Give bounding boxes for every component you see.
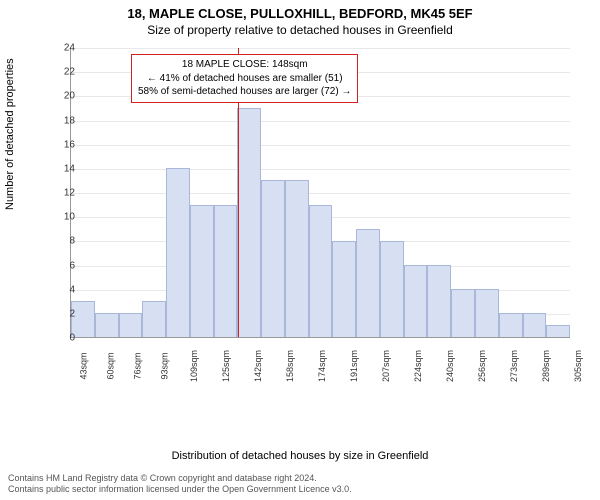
histogram-bar: [404, 265, 428, 337]
x-tick-label: 256sqm: [477, 350, 487, 382]
y-tick-label: 20: [64, 91, 75, 102]
x-tick-label: 76sqm: [133, 352, 143, 379]
y-tick-label: 12: [64, 188, 75, 199]
annotation-box: 18 MAPLE CLOSE: 148sqm ← 41% of detached…: [131, 54, 358, 103]
histogram-bar: [499, 313, 523, 337]
y-tick-label: 18: [64, 115, 75, 126]
chart-area: 18 MAPLE CLOSE: 148sqm ← 41% of detached…: [40, 48, 580, 408]
page-title-address: 18, MAPLE CLOSE, PULLOXHILL, BEDFORD, MK…: [0, 0, 600, 21]
histogram-bar: [142, 301, 166, 337]
histogram-bar: [237, 108, 261, 337]
y-tick-label: 10: [64, 212, 75, 223]
x-tick-label: 43sqm: [79, 352, 89, 379]
footer-line2: Contains public sector information licen…: [8, 484, 352, 496]
x-tick-label: 289sqm: [541, 350, 551, 382]
x-axis-label: Distribution of detached houses by size …: [0, 450, 600, 462]
x-tick-label: 305sqm: [573, 350, 583, 382]
histogram-bar: [523, 313, 547, 337]
x-tick-label: 174sqm: [317, 350, 327, 382]
histogram-bar: [356, 229, 380, 337]
histogram-bar: [285, 180, 309, 337]
x-tick-label: 191sqm: [349, 350, 359, 382]
x-tick-label: 125sqm: [221, 350, 231, 382]
x-tick-label: 109sqm: [189, 350, 199, 382]
y-tick-label: 2: [69, 308, 75, 319]
y-tick-label: 8: [69, 236, 75, 247]
plot-area: 18 MAPLE CLOSE: 148sqm ← 41% of detached…: [70, 48, 570, 338]
x-tick-label: 207sqm: [381, 350, 391, 382]
footer-line1: Contains HM Land Registry data © Crown c…: [8, 473, 352, 485]
y-tick-label: 16: [64, 139, 75, 150]
histogram-bar: [166, 168, 190, 337]
y-axis-label: Number of detached properties: [4, 58, 16, 210]
histogram-bar: [309, 205, 333, 337]
x-tick-labels: 43sqm60sqm76sqm93sqm109sqm125sqm142sqm15…: [70, 341, 570, 351]
y-tick-label: 6: [69, 260, 75, 271]
histogram-bar: [95, 313, 119, 337]
x-tick-label: 273sqm: [509, 350, 519, 382]
x-tick-label: 158sqm: [285, 350, 295, 382]
histogram-bar: [380, 241, 404, 337]
y-tick-label: 24: [64, 43, 75, 54]
y-tick-label: 4: [69, 284, 75, 295]
annotation-line1: 18 MAPLE CLOSE: 148sqm: [138, 58, 351, 72]
histogram-bar: [214, 205, 238, 337]
x-tick-label: 142sqm: [253, 350, 263, 382]
histogram-bar: [332, 241, 356, 337]
x-tick-label: 60sqm: [106, 352, 116, 379]
histogram-bar: [546, 325, 570, 337]
footer-attribution: Contains HM Land Registry data © Crown c…: [8, 473, 352, 496]
histogram-bar: [190, 205, 214, 337]
annotation-line2: ← 41% of detached houses are smaller (51…: [138, 72, 351, 86]
x-tick-label: 240sqm: [445, 350, 455, 382]
histogram-bar: [119, 313, 143, 337]
histogram-bar: [451, 289, 475, 337]
histogram-bar: [475, 289, 499, 337]
x-tick-label: 93sqm: [160, 352, 170, 379]
x-tick-label: 224sqm: [413, 350, 423, 382]
y-tick-label: 22: [64, 67, 75, 78]
page-subtitle: Size of property relative to detached ho…: [0, 21, 600, 37]
annotation-line3: 58% of semi-detached houses are larger (…: [138, 85, 351, 99]
histogram-bar: [427, 265, 451, 337]
y-tick-label: 14: [64, 163, 75, 174]
histogram-bar: [261, 180, 285, 337]
